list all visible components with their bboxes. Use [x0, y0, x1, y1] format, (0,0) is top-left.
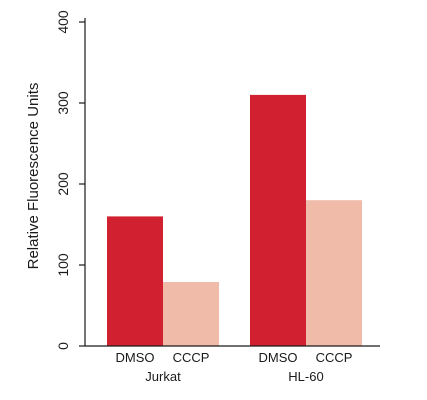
bar-hl-60-dmso [250, 94, 306, 347]
x-labels: DMSO CCCP Jurkat DMSO CCCP HL-60 [116, 350, 353, 384]
group-label: HL-60 [288, 369, 323, 384]
y-tick-label: 300 [55, 91, 71, 115]
y-axis-title: Relative Fluorescence Units [25, 83, 42, 270]
group-label: Jurkat [145, 369, 181, 384]
y-tick-label: 100 [55, 253, 71, 277]
bar-hl-60-cccp [306, 200, 362, 346]
bar-jurkat-dmso [107, 216, 163, 346]
y-tick-label: 200 [55, 172, 71, 196]
bar-category-label: DMSO [259, 350, 298, 365]
y-tick-label: 400 [55, 10, 71, 34]
bar-category-label: CCCP [173, 350, 210, 365]
bars [107, 94, 362, 347]
y-ticks: 0 100 200 300 400 [55, 10, 85, 350]
bar-jurkat-cccp [163, 282, 219, 346]
bar-category-label: DMSO [116, 350, 155, 365]
bar-category-label: CCCP [316, 350, 353, 365]
y-tick-label: 0 [55, 342, 71, 350]
